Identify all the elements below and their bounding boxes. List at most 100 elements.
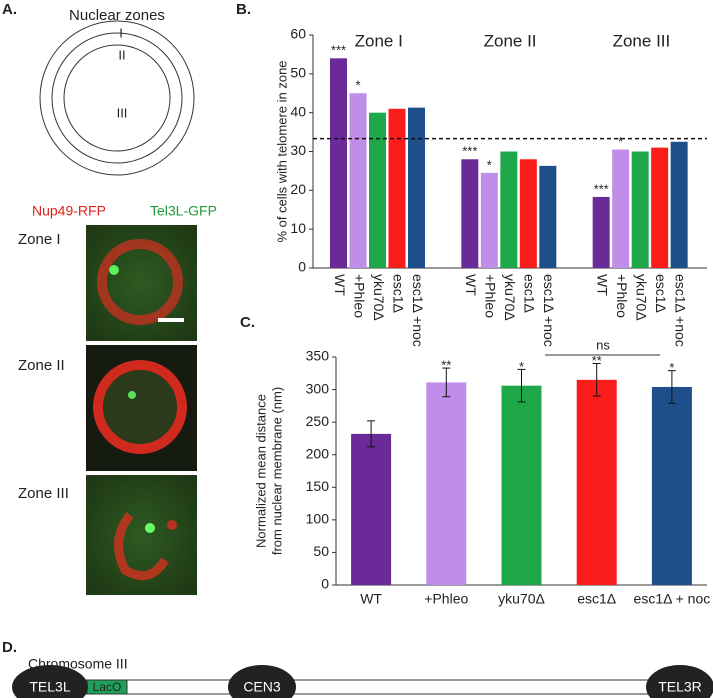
bar-label: WT: [594, 274, 610, 296]
bar-label: +Phleo: [351, 274, 367, 318]
panel-label: A.: [2, 1, 17, 18]
significance: ***: [331, 43, 346, 58]
x-tick-label: WT: [360, 591, 382, 607]
y-tick-label: 50: [290, 65, 306, 81]
telomere: [12, 665, 88, 698]
bar: [500, 151, 518, 268]
bar-label: yku70Δ: [371, 274, 387, 321]
significance: *: [669, 360, 674, 375]
group-title: Zone I: [355, 31, 403, 50]
zone-circle: [51, 32, 183, 164]
y-tick-label: 350: [306, 348, 330, 364]
bar-label: WT: [463, 274, 479, 296]
bar: [369, 112, 386, 269]
bar-label: esc1Δ +noc: [672, 274, 688, 347]
y-tick-label: 40: [290, 103, 306, 119]
significance: *: [618, 134, 623, 149]
y-tick-label: 20: [290, 181, 306, 197]
bar-label: yku70Δ: [502, 274, 518, 321]
micrograph: [86, 475, 197, 595]
y-tick-label: 30: [290, 142, 306, 158]
y-tick-label: 0: [321, 576, 329, 592]
bar: [461, 159, 479, 268]
x-tick-label: +Phleo: [424, 591, 468, 607]
element-label: TEL3L: [29, 679, 70, 695]
significance: ***: [462, 144, 477, 159]
bar: [480, 172, 498, 268]
significance: ***: [594, 181, 609, 196]
y-tick-label: 100: [306, 511, 330, 527]
significance: *: [519, 359, 524, 374]
group-title: Zone II: [484, 31, 537, 50]
zone-circle: [63, 44, 171, 152]
bar: [576, 379, 617, 585]
bar-label: WT: [332, 274, 348, 296]
x-tick-label: esc1Δ + noc: [634, 591, 711, 607]
zone-label: III: [117, 105, 128, 120]
bar-label: esc1Δ: [522, 274, 538, 313]
bar: [631, 151, 649, 268]
bar: [349, 93, 367, 268]
bar: [351, 433, 392, 585]
y-axis-label: % of cells with telomere in zone: [274, 60, 289, 242]
panel-label: C.: [240, 314, 255, 331]
zone-label: II: [118, 47, 125, 62]
y-tick-label: 10: [290, 220, 306, 236]
y-axis-label: from nuclear membrane (nm): [269, 387, 284, 555]
element-label: TEL3R: [658, 679, 702, 695]
bar-label: esc1Δ: [390, 274, 406, 313]
bar-label: esc1Δ: [653, 274, 669, 313]
element-label: LacO: [93, 680, 122, 694]
significance: **: [592, 353, 602, 368]
bar: [651, 386, 692, 585]
significance: *: [355, 78, 360, 93]
bar: [592, 196, 610, 268]
micrograph: [86, 225, 197, 341]
panel-label: D.: [2, 639, 17, 656]
bar: [651, 147, 669, 268]
micrograph: [86, 345, 197, 471]
x-tick-label: yku70Δ: [498, 591, 545, 607]
bar-label: esc1Δ +noc: [541, 274, 557, 347]
y-tick-label: 250: [306, 413, 330, 429]
bar-label: yku70Δ: [633, 274, 649, 321]
legend-red: Nup49-RFP: [32, 203, 106, 219]
group-title: Zone III: [613, 31, 671, 50]
bar-label: +Phleo: [483, 274, 499, 318]
significance: *: [487, 157, 492, 172]
bar: [670, 141, 688, 268]
zone-circle: [39, 20, 195, 176]
zone-label: I: [119, 25, 123, 40]
y-axis-label: Normalized mean distance: [253, 394, 268, 548]
y-tick-label: 50: [313, 543, 329, 559]
annotation: ns: [596, 337, 610, 352]
bar-label: +Phleo: [614, 274, 630, 318]
centromere: [228, 665, 296, 698]
bar: [408, 107, 425, 268]
y-tick-label: 150: [306, 478, 330, 494]
bar: [612, 149, 630, 268]
legend-green: Tel3L-GFP: [150, 203, 217, 219]
bar: [426, 382, 467, 585]
row-label: Zone I: [18, 231, 61, 248]
panel-label: B.: [236, 1, 251, 18]
y-tick-label: 300: [306, 380, 330, 396]
bar: [330, 58, 347, 268]
y-tick-label: 200: [306, 445, 330, 461]
bar: [539, 165, 557, 268]
bar: [388, 108, 406, 269]
significance: **: [441, 358, 451, 373]
x-tick-label: esc1Δ: [577, 591, 616, 607]
chromosome-bar: [39, 679, 681, 695]
diagram-title: Nuclear zones: [69, 7, 165, 24]
bar: [519, 159, 537, 268]
row-label: Zone II: [18, 357, 65, 374]
bar: [501, 385, 542, 585]
row-label: Zone III: [18, 485, 69, 502]
telomere: [646, 665, 713, 698]
bar-label: esc1Δ +noc: [410, 274, 426, 347]
element-label: CEN3: [243, 679, 281, 695]
y-tick-label: 0: [298, 259, 306, 275]
y-tick-label: 60: [290, 26, 306, 42]
